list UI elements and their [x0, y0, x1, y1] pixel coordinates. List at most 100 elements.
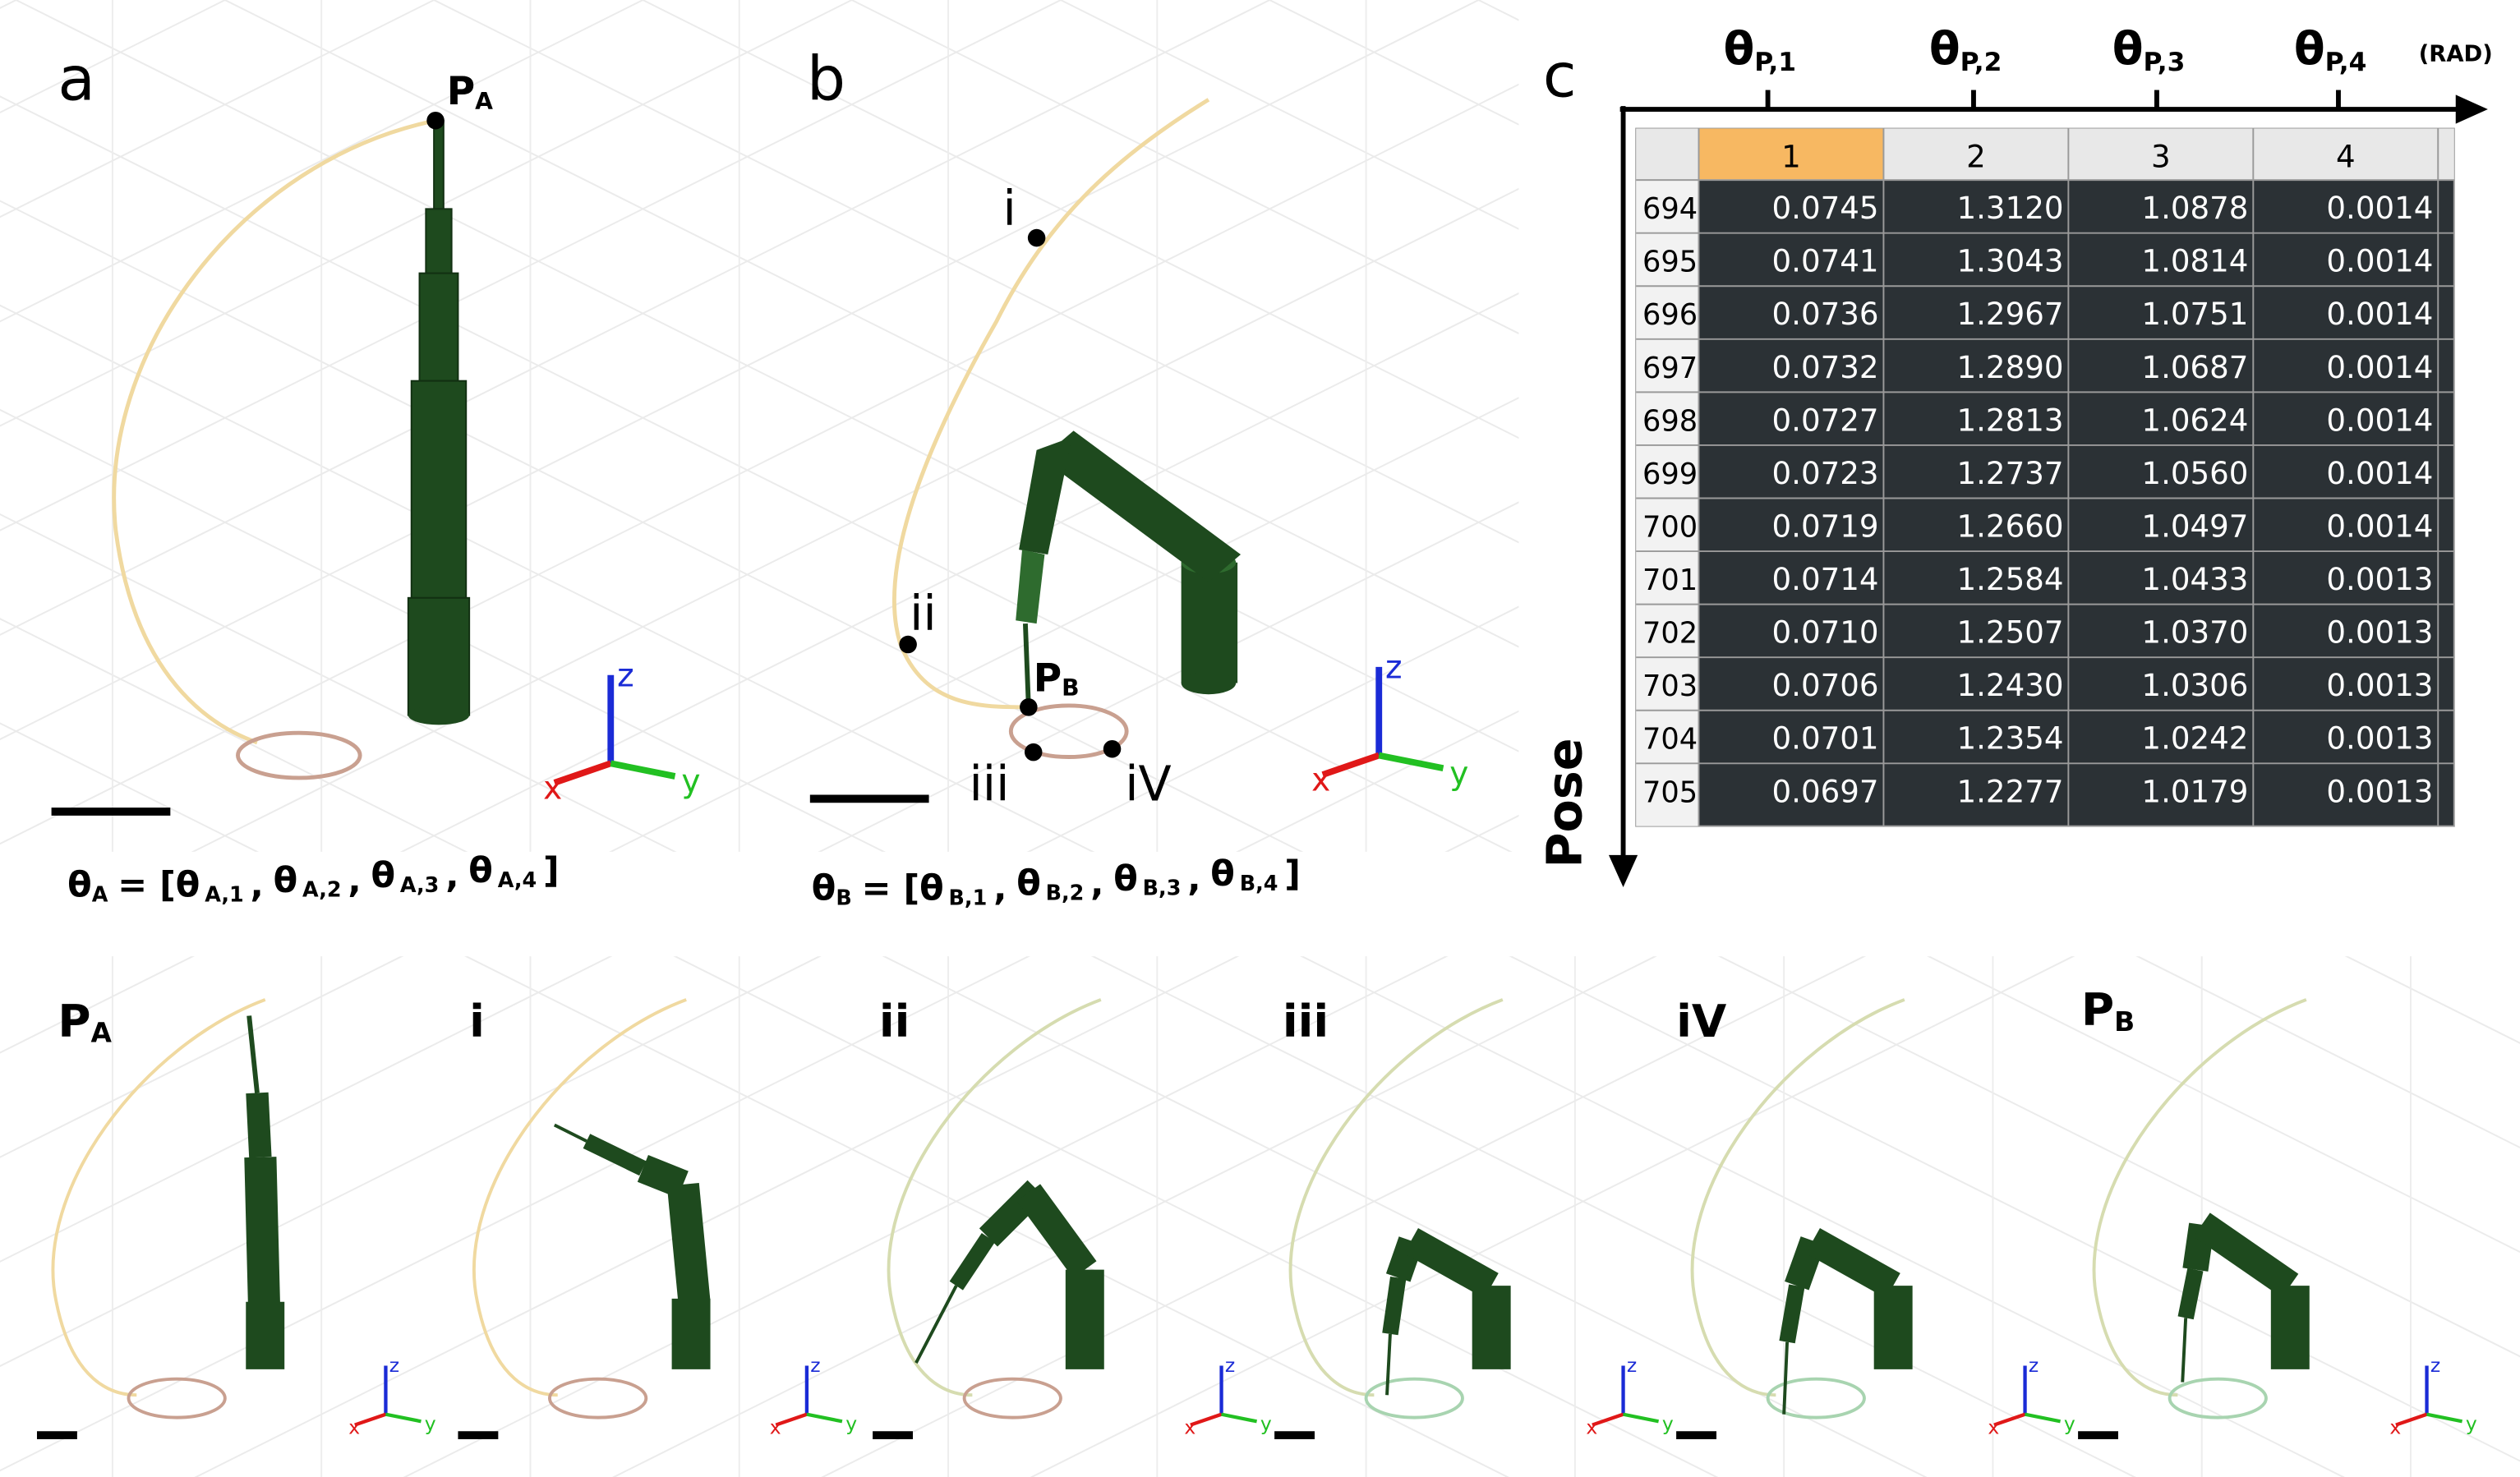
arm-link: [1041, 430, 1242, 582]
waypoint-dot: [1020, 698, 1038, 716]
table-cell: 1.2737: [1956, 456, 2063, 491]
axis-label-z: z: [2029, 1354, 2039, 1377]
waypoint-dot: [899, 635, 917, 654]
axis-y: [2025, 1412, 2062, 1424]
term-sub: A,4: [498, 867, 537, 892]
trajectory-loop: [236, 730, 362, 780]
axis-label-y: y: [681, 764, 700, 801]
term-sub: A,2: [302, 877, 341, 902]
table-cell: 0.0727: [1772, 403, 1879, 438]
axis-label-z: z: [810, 1354, 820, 1377]
separator: ,: [251, 865, 264, 906]
arm-link: [583, 1134, 647, 1176]
label-main: iii: [1283, 995, 1329, 1047]
axis-label-z: z: [389, 1354, 399, 1377]
symbol-sub: P,3: [2144, 48, 2186, 77]
joint-vector-equation: θA = [θ A,1, θ A,2, θ A,3, θ A,4]: [67, 850, 560, 906]
axis-y: [806, 1412, 843, 1424]
row-number: 701: [1642, 564, 1698, 597]
grid-line: [0, 0, 2347, 1477]
axis-label-y: y: [2466, 1412, 2477, 1435]
symbol: θ: [812, 868, 836, 909]
axis-label-y: y: [1260, 1412, 1272, 1435]
axis-x: [553, 760, 612, 786]
symbol-sub: P,4: [2325, 48, 2367, 77]
arm-link: [1805, 1228, 1900, 1299]
symbol: θ: [2294, 22, 2325, 75]
pose-label: PB: [2081, 983, 2135, 1038]
term-sub: B,2: [1046, 881, 1085, 905]
table-cell: 0.0014: [2326, 456, 2433, 491]
waypoint-label: ii: [910, 586, 937, 642]
separator: ,: [348, 860, 361, 901]
waypoint-dot: [1103, 739, 1122, 758]
term-symbol: θ: [176, 865, 200, 906]
term-sub: B,4: [1240, 871, 1278, 895]
table-cell: 0.0014: [2326, 403, 2433, 438]
table-cell: 1.2890: [1956, 350, 2063, 385]
arm-link: [246, 1092, 272, 1158]
row-number: 700: [1642, 510, 1698, 544]
pose-label: iii: [1283, 995, 1329, 1047]
table-cell: 0.0014: [2326, 297, 2433, 332]
panel-label: c: [1543, 39, 1577, 111]
grid-line: [0, 0, 1929, 1477]
table-cell: 1.0814: [2141, 244, 2248, 279]
trajectory-loop: [962, 1377, 1062, 1419]
arm-link: [914, 1285, 958, 1364]
arm-base: [408, 705, 470, 725]
table-cell: 1.0497: [2141, 508, 2248, 544]
arm-link: [246, 1015, 260, 1093]
arm-link: [1779, 1284, 1805, 1344]
table-cell: 1.2507: [1956, 615, 2063, 651]
table-cell: 1.3043: [1956, 244, 2063, 279]
term-sub: B,3: [1143, 876, 1182, 900]
row-number: 703: [1642, 669, 1698, 703]
axis-label-x: x: [543, 770, 562, 807]
grid-line: [0, 0, 1897, 1477]
label-main: P: [1034, 656, 1062, 701]
point-label: PA: [447, 69, 493, 115]
arm-link: [433, 119, 445, 210]
table-cell: 1.2430: [1956, 668, 2063, 703]
axis-x: [1592, 1412, 1624, 1427]
grid-line: [0, 0, 853, 1477]
row-number: 702: [1642, 617, 1698, 651]
arm-link: [1382, 1277, 1407, 1336]
grid-line: [0, 0, 1512, 1477]
table-cell: 0.0741: [1772, 244, 1879, 279]
table-cell: 0.0013: [2326, 774, 2433, 809]
separator: ,: [1090, 863, 1103, 904]
row-number: 704: [1642, 723, 1698, 757]
symbol-sub: P,1: [1754, 48, 1796, 77]
row-number: 694: [1642, 192, 1698, 226]
grid-line: [0, 0, 1479, 1477]
table-cell: 0.0732: [1772, 350, 1879, 385]
trajectory: [1288, 998, 1504, 1397]
arm-link: [949, 1233, 996, 1291]
arm-link: [553, 1123, 587, 1143]
table-cell: 0.0013: [2326, 615, 2433, 651]
axis-label-z: z: [1385, 650, 1403, 687]
symbol: θ: [1724, 22, 1755, 75]
axis-y: [385, 1412, 422, 1424]
axis-y: [610, 760, 676, 780]
term-sub: B,1: [949, 885, 988, 909]
term-sub: A,1: [205, 882, 243, 907]
trajectory: [1690, 998, 1905, 1397]
arm-link: [1016, 1184, 1097, 1278]
term-symbol: θ: [371, 855, 395, 896]
label-sub: B: [1062, 674, 1079, 702]
grid-line: [0, 0, 1062, 1477]
waypoint-label: iV: [1125, 756, 1171, 812]
arm-link: [1403, 1228, 1499, 1299]
table-cell: 1.2277: [1956, 774, 2063, 809]
table-cell: 1.0306: [2141, 668, 2248, 703]
symbol-sub: A: [92, 882, 108, 907]
close: ]: [1284, 854, 1301, 895]
trajectory-loop: [127, 1377, 227, 1419]
waypoint-dot: [1024, 743, 1043, 762]
table-cell: 0.0013: [2326, 721, 2433, 757]
